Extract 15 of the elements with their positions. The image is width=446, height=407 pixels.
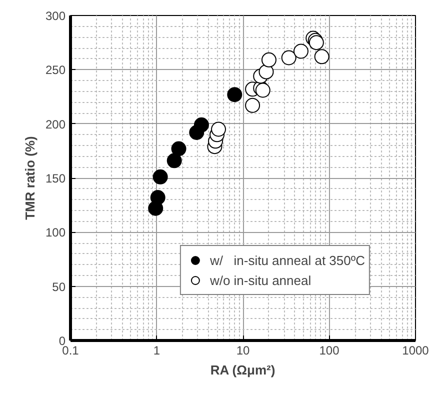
y-tick-label: 50: [52, 280, 66, 294]
legend-label: w/o in-situ anneal: [210, 272, 312, 288]
y-tick-label: 100: [45, 226, 66, 240]
y-tick-label: 150: [45, 172, 66, 186]
y-tick-label: 250: [45, 63, 66, 78]
y-axis-title: TMR ratio (%): [22, 136, 38, 220]
x-tick-label: 1: [153, 344, 160, 358]
x-tick-label: 1000: [402, 344, 430, 358]
x-tick-label: 0.1: [62, 344, 80, 358]
x-tick-label: 100: [319, 344, 340, 358]
x-axis-title: RA (Ωμm²): [210, 362, 276, 378]
x-tick-label: 10: [236, 344, 250, 358]
y-tick-label: 200: [45, 117, 66, 132]
y-tick-label: 300: [45, 9, 66, 23]
legend-label: w/ in-situ anneal at 350ºC: [210, 252, 365, 268]
